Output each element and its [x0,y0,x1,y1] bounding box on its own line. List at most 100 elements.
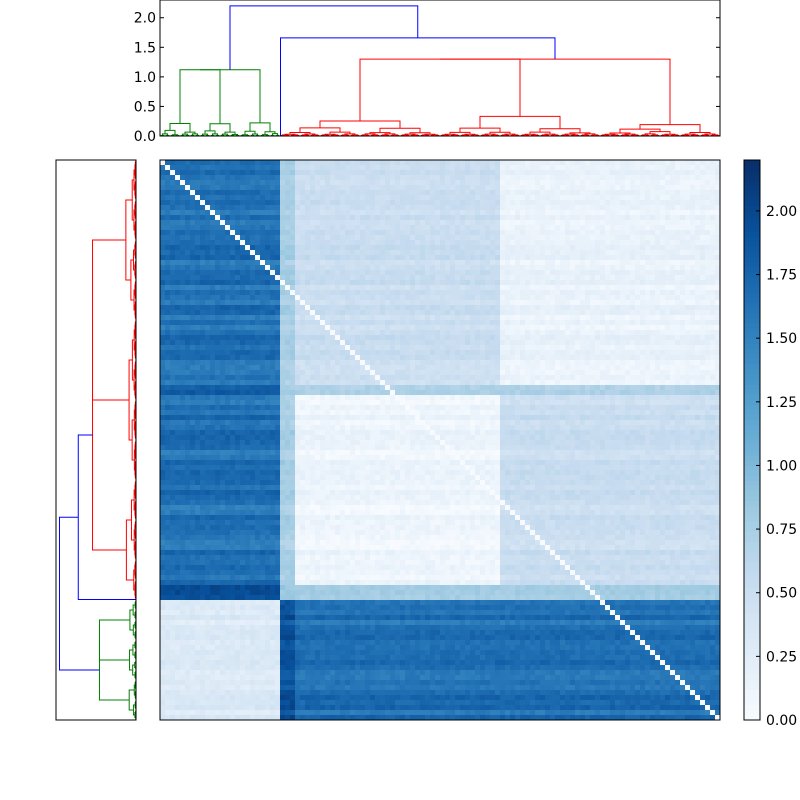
heatmap-cell [435,175,441,181]
heatmap-cell [440,290,446,296]
heatmap-cell [570,300,576,306]
heatmap-cell [250,285,256,291]
heatmap-cell [285,190,291,196]
heatmap-cell [200,170,206,176]
heatmap-cell [400,280,406,286]
heatmap-cell [505,310,511,316]
heatmap-cell [190,250,196,256]
heatmap-cell [425,270,431,276]
heatmap-cell [490,275,496,281]
heatmap-cell [480,305,486,311]
heatmap-cell [520,355,526,361]
heatmap-cell [540,295,546,301]
heatmap-cell [425,305,431,311]
heatmap-cell [370,210,376,216]
heatmap-cell [650,255,656,261]
heatmap-cell [675,310,681,316]
heatmap-cell [595,315,601,321]
heatmap-cell [480,285,486,291]
heatmap-cell [160,320,166,326]
heatmap-cell [395,230,401,236]
heatmap-cell [185,360,191,366]
heatmap-cell [205,235,211,241]
heatmap-cell [685,275,691,281]
heatmap-cell [210,285,216,291]
heatmap-cell [655,340,661,346]
heatmap-cell [205,250,211,256]
heatmap-cell [335,280,341,286]
heatmap-cell [495,295,501,301]
heatmap-cell [670,230,676,236]
heatmap-cell [385,335,391,341]
heatmap-cell [635,175,641,181]
heatmap-cell [695,320,701,326]
heatmap-cell [695,220,701,226]
heatmap-cell [455,270,461,276]
heatmap-cell [300,255,306,261]
heatmap-cell [320,325,326,331]
heatmap-cell [540,310,546,316]
heatmap-cell [545,220,551,226]
heatmap-cell [390,180,396,186]
heatmap-cell [495,315,501,321]
heatmap-cell [710,245,716,251]
heatmap-cell [280,300,286,306]
heatmap-cell [625,245,631,251]
heatmap-cell [310,265,316,271]
heatmap-cell [205,265,211,271]
heatmap-cell [560,255,566,261]
heatmap-cell [505,160,511,166]
heatmap-cell [710,315,716,321]
heatmap-cell [715,325,721,331]
heatmap-cell [200,215,206,221]
heatmap-cell [450,250,456,256]
heatmap-cell [690,265,696,271]
heatmap-cell [420,280,426,286]
heatmap-cell [580,285,586,291]
heatmap-cell [345,265,351,271]
heatmap-cell [285,280,291,286]
heatmap-cell [490,225,496,231]
heatmap-cell [550,210,556,216]
heatmap-cell [540,315,546,321]
heatmap-cell [355,165,361,171]
heatmap-cell [255,240,261,246]
heatmap-cell [265,215,271,221]
heatmap-cell [515,170,521,176]
heatmap-cell [605,250,611,256]
heatmap-cell [495,300,501,306]
heatmap-cell [235,315,241,321]
heatmap-cell [205,305,211,311]
heatmap-cell [395,200,401,206]
heatmap-cell [350,300,356,306]
heatmap-cell [345,325,351,331]
heatmap-cell [490,270,496,276]
heatmap-cell [405,190,411,196]
heatmap-cell [425,185,431,191]
heatmap-cell [640,210,646,216]
heatmap-cell [250,215,256,221]
heatmap-cell [195,335,201,341]
heatmap-cell [570,330,576,336]
heatmap-cell [275,295,281,301]
heatmap-cell [650,205,656,211]
heatmap-cell [360,305,366,311]
heatmap-cell [540,305,546,311]
heatmap-cell [210,175,216,181]
heatmap-cell [410,325,416,331]
heatmap-cell [590,235,596,241]
heatmap-cell [685,250,691,256]
heatmap-cell [275,215,281,221]
heatmap-cell [330,320,336,326]
heatmap-cell [240,220,246,226]
heatmap-cell [500,265,506,271]
heatmap-cell [240,360,246,366]
heatmap-cell [545,270,551,276]
heatmap-cell [385,310,391,316]
dendrogram-link [129,609,134,631]
heatmap-cell [440,215,446,221]
heatmap-cell [210,230,216,236]
heatmap-cell [500,215,506,221]
heatmap-cell [480,315,486,321]
heatmap-cell [255,270,261,276]
